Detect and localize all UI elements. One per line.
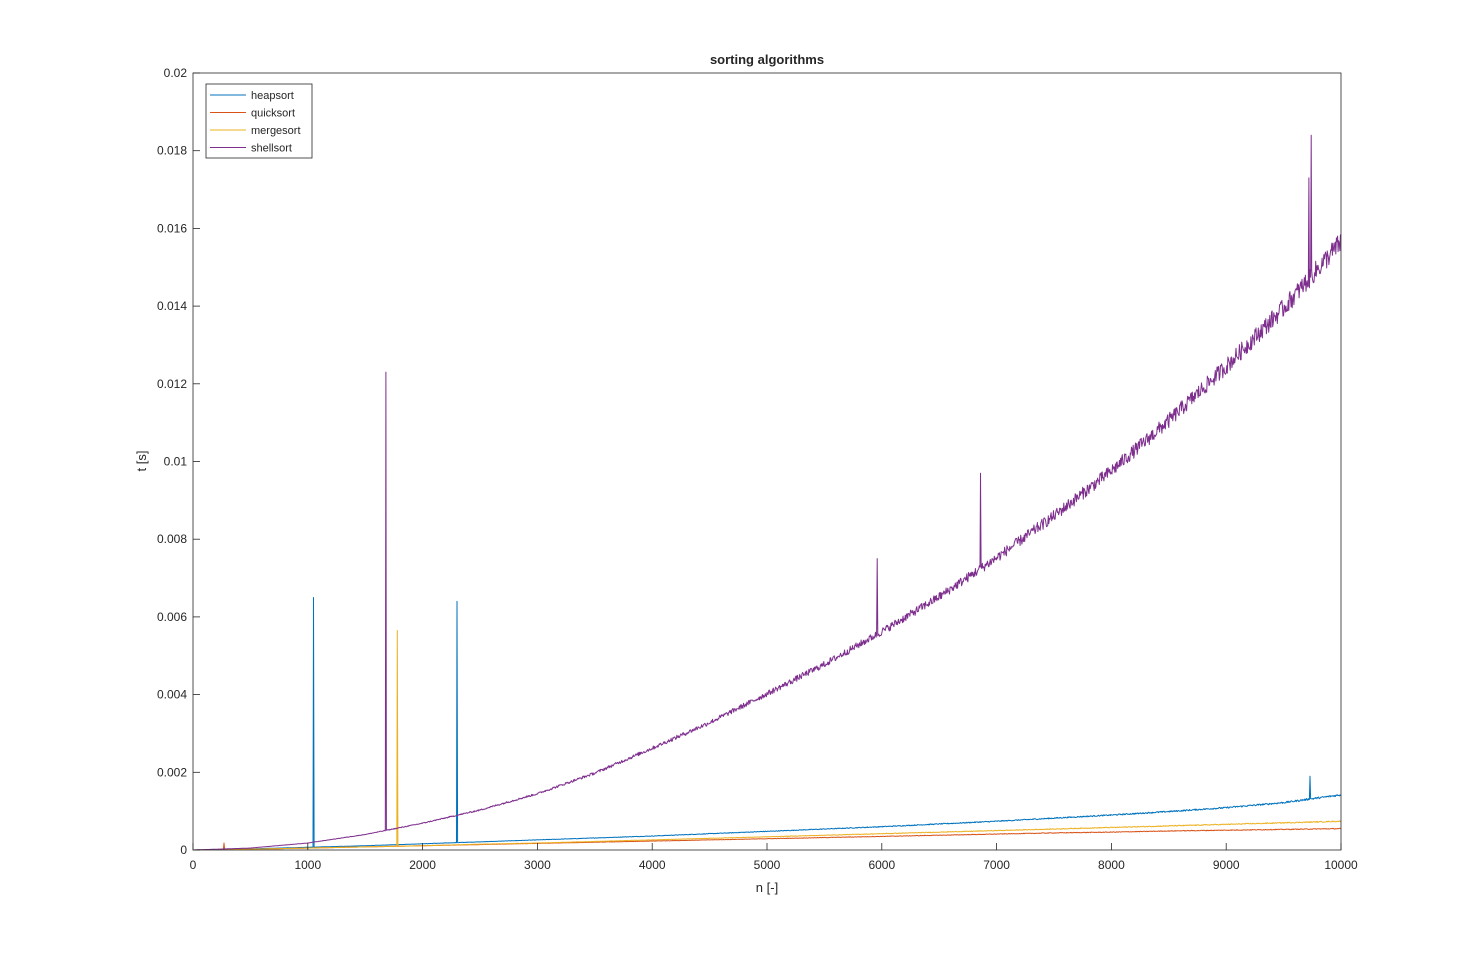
y-tick-label: 0.014 bbox=[157, 299, 187, 313]
legend-label-shellsort: shellsort bbox=[251, 143, 292, 155]
y-tick-label: 0.006 bbox=[157, 610, 187, 624]
y-tick-label: 0.018 bbox=[157, 144, 187, 158]
series-line-mergesort bbox=[193, 630, 1341, 850]
y-tick-label: 0.012 bbox=[157, 377, 187, 391]
x-tick-label: 0 bbox=[190, 858, 197, 872]
y-tick-label: 0.016 bbox=[157, 221, 187, 235]
chart-title: sorting algorithms bbox=[710, 52, 824, 67]
y-tick-label: 0.002 bbox=[157, 765, 187, 779]
x-tick-label: 1000 bbox=[294, 858, 321, 872]
x-axis-label: n [-] bbox=[756, 880, 778, 895]
x-tick-label: 2000 bbox=[409, 858, 436, 872]
series-line-shellsort bbox=[193, 134, 1341, 850]
x-tick-label: 10000 bbox=[1324, 858, 1358, 872]
x-tick-label: 6000 bbox=[868, 858, 895, 872]
x-tick-label: 9000 bbox=[1213, 858, 1240, 872]
y-axis-ticks: 0 0.002 0.004 0.006 0.008 0.01 0.012 0.014 0.016… bbox=[157, 66, 200, 857]
series-line-heapsort bbox=[193, 597, 1341, 850]
y-tick-label: 0.01 bbox=[164, 455, 188, 469]
legend-label-quicksort: quicksort bbox=[251, 108, 295, 120]
x-tick-label: 4000 bbox=[639, 858, 666, 872]
y-tick-label: 0.004 bbox=[157, 688, 187, 702]
legend-box bbox=[205, 83, 313, 159]
x-tick-label: 8000 bbox=[1098, 858, 1125, 872]
x-tick-label: 5000 bbox=[754, 858, 781, 872]
x-axis-ticks: 0 1000 2000 3000 4000 5000 6000 7000 8000 9000 100… bbox=[190, 843, 1358, 872]
legend-label-mergesort: mergesort bbox=[251, 125, 301, 137]
legend: heapsort quicksort mergesort shellsort bbox=[205, 83, 313, 159]
legend-label-heapsort: heapsort bbox=[251, 90, 294, 102]
x-tick-label: 7000 bbox=[983, 858, 1010, 872]
series-layer bbox=[193, 134, 1341, 850]
y-tick-label: 0.008 bbox=[157, 532, 187, 546]
y-tick-label: 0 bbox=[180, 843, 187, 857]
x-tick-label: 3000 bbox=[524, 858, 551, 872]
y-tick-label: 0.02 bbox=[164, 66, 188, 80]
y-axis-label: t [s] bbox=[134, 451, 149, 472]
plot-area: 0 1000 2000 3000 4000 5000 6000 7000 8000 9000 100… bbox=[157, 66, 1358, 872]
